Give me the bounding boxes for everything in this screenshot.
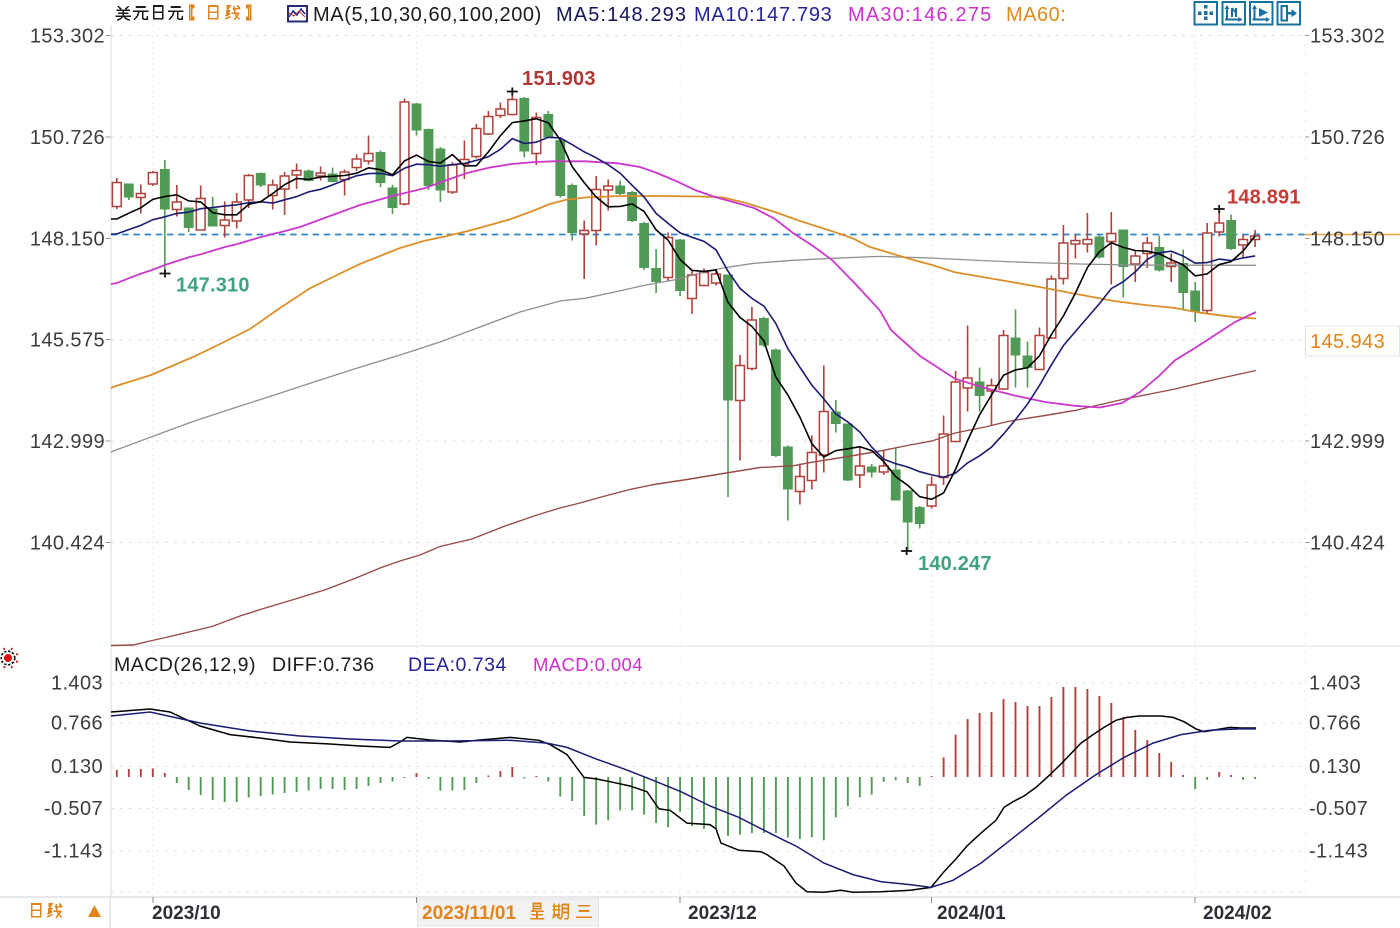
- svg-text:-1.143: -1.143: [1309, 841, 1368, 863]
- svg-text:MACD(26,12,9): MACD(26,12,9): [114, 654, 256, 676]
- svg-text:148.150: 148.150: [30, 228, 105, 250]
- svg-text:-1.143: -1.143: [44, 841, 103, 863]
- svg-text:153.302: 153.302: [1310, 26, 1385, 48]
- svg-text:MA60:: MA60:: [1006, 4, 1066, 26]
- svg-text:1.403: 1.403: [51, 673, 103, 695]
- svg-text:MA10:147.793: MA10:147.793: [694, 4, 833, 26]
- svg-text:140.247: 140.247: [918, 553, 992, 575]
- svg-text:1.403: 1.403: [1309, 673, 1361, 695]
- svg-text:142.999: 142.999: [1310, 431, 1385, 453]
- svg-text:148.150: 148.150: [1310, 228, 1385, 250]
- svg-text:0.766: 0.766: [1309, 713, 1361, 735]
- svg-text:0.766: 0.766: [51, 713, 103, 735]
- svg-text:142.999: 142.999: [30, 431, 105, 453]
- svg-text:-0.507: -0.507: [44, 798, 103, 820]
- svg-text:148.891: 148.891: [1227, 187, 1301, 209]
- svg-text:2023/11/01: 2023/11/01: [422, 903, 516, 924]
- svg-text:MA30:146.275: MA30:146.275: [848, 4, 993, 26]
- svg-text:2024/02: 2024/02: [1203, 903, 1272, 924]
- svg-text:2023/10: 2023/10: [152, 903, 221, 924]
- svg-text:0.130: 0.130: [1309, 756, 1361, 778]
- svg-text:150.726: 150.726: [1310, 127, 1385, 149]
- svg-text:140.424: 140.424: [1310, 533, 1385, 555]
- svg-text:151.903: 151.903: [522, 68, 596, 90]
- svg-text:DIFF:0.736: DIFF:0.736: [272, 654, 375, 676]
- svg-text:0.130: 0.130: [51, 756, 103, 778]
- svg-text:DEA:0.734: DEA:0.734: [408, 654, 507, 676]
- svg-text:147.310: 147.310: [176, 275, 250, 297]
- svg-text:145.943: 145.943: [1310, 331, 1385, 353]
- svg-text:150.726: 150.726: [30, 127, 105, 149]
- svg-text:-0.507: -0.507: [1309, 798, 1368, 820]
- svg-text:2024/01: 2024/01: [937, 903, 1006, 924]
- svg-text:145.575: 145.575: [30, 330, 105, 352]
- svg-text:2023/12: 2023/12: [688, 903, 757, 924]
- svg-text:153.302: 153.302: [30, 26, 105, 48]
- svg-text:140.424: 140.424: [30, 533, 105, 555]
- svg-text:MACD:0.004: MACD:0.004: [533, 654, 643, 675]
- svg-text:MA5:148.293: MA5:148.293: [556, 4, 687, 26]
- svg-text:MA(5,10,30,60,100,200): MA(5,10,30,60,100,200): [313, 4, 542, 26]
